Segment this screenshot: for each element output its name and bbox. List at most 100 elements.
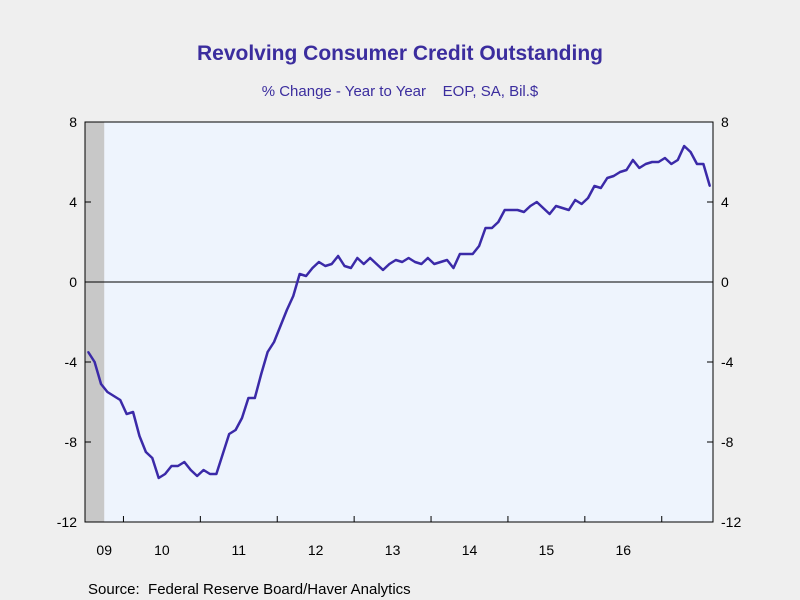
data-point: [311, 267, 314, 269]
data-point: [619, 171, 622, 173]
data-point: [247, 397, 250, 399]
data-point: [157, 477, 160, 479]
data-point: [356, 257, 359, 259]
data-point: [503, 209, 506, 211]
data-point: [273, 341, 276, 343]
data-point: [93, 361, 96, 363]
data-point: [292, 295, 295, 297]
data-point: [176, 465, 179, 467]
data-point: [343, 265, 346, 267]
data-point: [522, 211, 525, 213]
data-point: [369, 257, 372, 259]
data-point: [574, 199, 577, 201]
data-point: [189, 469, 192, 471]
data-point: [465, 253, 468, 255]
data-point: [279, 325, 282, 327]
data-point: [555, 205, 557, 207]
data-point: [196, 475, 199, 477]
data-point: [612, 175, 615, 177]
data-point: [542, 207, 545, 209]
data-point: [164, 473, 167, 475]
data-point: [106, 391, 109, 393]
data-point: [330, 263, 333, 265]
data-point: [401, 261, 404, 263]
data-point: [317, 261, 320, 263]
data-point: [561, 207, 564, 209]
data-point: [683, 145, 686, 147]
data-point: [119, 399, 122, 401]
y-tick-label-left: -12: [57, 514, 77, 530]
data-point: [695, 163, 698, 165]
y-tick-label-right: -12: [721, 514, 741, 530]
data-point: [170, 465, 173, 467]
data-point: [253, 397, 256, 399]
data-point: [657, 161, 660, 163]
data-point: [638, 167, 641, 169]
y-tick-label-right: 0: [721, 274, 729, 290]
source-note: Source: Federal Reserve Board/Haver Anal…: [88, 581, 411, 598]
data-point: [478, 245, 481, 247]
y-tick-label-left: 4: [69, 194, 77, 210]
data-point: [362, 263, 365, 265]
data-point: [644, 163, 647, 165]
data-point: [587, 197, 590, 199]
y-tick-label-right: 4: [721, 194, 729, 210]
data-point: [151, 457, 154, 459]
data-point: [452, 267, 455, 269]
data-point: [305, 275, 308, 277]
x-tick-label: 16: [615, 542, 631, 558]
y-tick-label-right: 8: [721, 114, 729, 130]
chart-subtitle: % Change - Year to Year EOP, SA, Bil.$: [262, 83, 539, 100]
data-point: [471, 253, 474, 255]
data-point: [490, 227, 493, 229]
data-point: [100, 383, 103, 385]
data-point: [689, 151, 692, 153]
y-tick-label-left: -8: [65, 434, 78, 450]
data-point: [708, 185, 711, 187]
data-point: [414, 261, 417, 263]
data-point: [394, 259, 397, 261]
data-point: [375, 263, 378, 265]
data-point: [221, 453, 224, 455]
data-point: [381, 269, 384, 271]
data-point: [234, 429, 237, 431]
data-point: [144, 451, 147, 453]
data-point: [183, 461, 186, 463]
data-point: [439, 261, 442, 263]
data-point: [208, 473, 211, 475]
data-point: [132, 411, 135, 413]
data-point: [215, 473, 218, 475]
data-point: [112, 395, 115, 397]
data-point: [202, 469, 205, 471]
data-point: [458, 253, 461, 255]
data-point: [388, 263, 391, 265]
data-point: [285, 309, 288, 311]
x-tick-label: 14: [462, 542, 478, 558]
y-tick-label-right: -4: [721, 354, 734, 370]
x-tick-label: 12: [308, 542, 324, 558]
data-point: [702, 163, 705, 165]
data-point: [497, 221, 500, 223]
x-tick-label: 13: [385, 542, 401, 558]
data-point: [529, 205, 532, 207]
chart-title: Revolving Consumer Credit Outstanding: [197, 42, 603, 65]
data-point: [433, 263, 436, 265]
data-point: [125, 413, 128, 415]
data-point: [663, 157, 666, 159]
data-point: [324, 265, 327, 267]
data-point: [407, 257, 410, 259]
data-point: [420, 263, 423, 265]
data-point: [625, 169, 628, 171]
data-point: [426, 257, 429, 259]
data-point: [228, 433, 231, 435]
series-line: [87, 144, 712, 480]
x-axis: 09 10 11 12 13 14 15 16: [96, 516, 663, 558]
data-point: [651, 161, 654, 163]
recession-shading: [85, 122, 105, 522]
plot-area: [85, 122, 713, 522]
data-point: [676, 159, 679, 161]
data-point: [599, 187, 602, 189]
data-point: [593, 185, 596, 187]
data-point: [548, 213, 551, 215]
